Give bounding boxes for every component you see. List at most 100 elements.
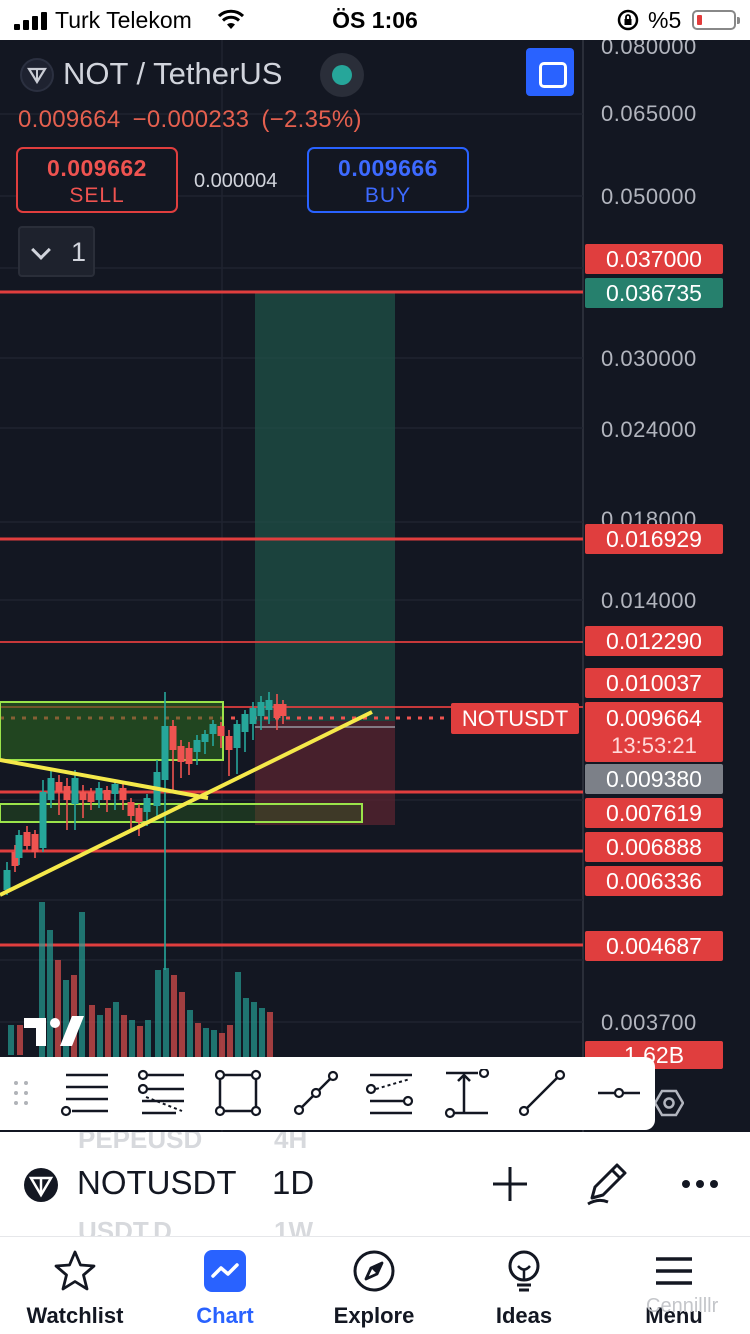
spread-value: 0.000004	[194, 170, 278, 192]
price-tag-level[interactable]: 0.012290	[585, 626, 723, 656]
fullscreen-button[interactable]	[526, 48, 574, 96]
candle-body	[177, 746, 185, 762]
buy-label: BUY	[364, 184, 412, 207]
price-tag-level[interactable]: 0.007619	[585, 798, 723, 828]
candle-body	[233, 724, 241, 748]
price-candles	[3, 692, 287, 970]
tradingview-logo-icon	[24, 1016, 84, 1046]
price-tag-level[interactable]: 0.004687	[585, 931, 723, 961]
price-tag-target[interactable]: 0.036735	[585, 278, 723, 308]
current-price-tag: 0.009664 13:53:21	[585, 702, 723, 762]
sell-label: SELL	[69, 184, 125, 207]
adjacent-symbol: PEPEUSD	[78, 1132, 203, 1154]
candle-body	[249, 708, 257, 724]
candle-body	[161, 726, 169, 780]
market-status-icon[interactable]	[320, 53, 364, 97]
adjacent-interval: 1W	[274, 1216, 313, 1236]
candle-body	[39, 792, 47, 848]
candle-body	[23, 832, 31, 846]
candle-body	[55, 782, 63, 792]
carrier-name: Turk Telekom	[55, 7, 192, 33]
descending-trendline	[0, 758, 209, 800]
candle-body	[273, 704, 281, 718]
horizontal-lines-tool-icon[interactable]	[60, 1069, 112, 1119]
scale-label: 0.065000	[601, 101, 697, 126]
quote-line: 0.009664 −0.000233 (−2.35%)	[18, 106, 374, 134]
tab-ideas[interactable]: Ideas	[449, 1237, 599, 1334]
chart-interval[interactable]: 1D	[272, 1164, 315, 1201]
candle-body	[209, 724, 217, 734]
star-icon	[54, 1250, 96, 1291]
parallel-channel-tool-icon[interactable]	[364, 1069, 416, 1119]
candle-body	[135, 808, 143, 822]
price-range-tool-icon[interactable]	[442, 1069, 494, 1119]
lightbulb-icon	[508, 1250, 540, 1292]
price-tag-stop[interactable]: 0.009380	[585, 764, 723, 794]
price-change-percent: (−2.35%)	[261, 106, 362, 133]
battery-icon	[692, 10, 740, 30]
candle-body	[217, 726, 225, 736]
battery-percent: %5	[648, 7, 682, 33]
tab-label: Ideas	[495, 1303, 553, 1328]
clock: ÖS 1:06	[332, 7, 418, 33]
path-tool-icon[interactable]	[290, 1069, 342, 1119]
scale-label: 0.030000	[601, 346, 697, 371]
price-tag-level[interactable]: 0.006336	[585, 866, 723, 896]
symbol-title[interactable]: NOT / TetherUS	[63, 56, 283, 91]
candle-body	[47, 778, 55, 800]
rotation-lock-icon	[617, 9, 639, 31]
pen-icon[interactable]	[584, 1160, 630, 1206]
candle-body	[11, 852, 19, 866]
trend-line-tool-icon[interactable]	[516, 1069, 568, 1119]
plus-icon[interactable]	[490, 1164, 530, 1204]
candle-body	[169, 726, 177, 750]
chevron-down-icon	[31, 240, 51, 260]
price-tag-level[interactable]: 0.016929	[585, 524, 723, 554]
tab-label: Menu	[645, 1303, 703, 1328]
bar-countdown: 13:53:21	[611, 733, 697, 758]
candle-body	[185, 748, 193, 764]
collapse-indicators-button[interactable]: 1	[18, 226, 95, 277]
watermark: Cennilllr	[646, 1295, 719, 1317]
horizontal-ray-tool-icon[interactable]	[594, 1069, 646, 1119]
price-tag-level[interactable]: 0.006888	[585, 832, 723, 862]
tab-label: Chart	[196, 1303, 254, 1328]
ascending-trendline	[0, 710, 373, 897]
fib-retracement-tool-icon[interactable]	[136, 1069, 188, 1119]
tab-explore[interactable]: Explore	[299, 1237, 449, 1334]
price-tag-level[interactable]: 0.037000	[585, 244, 723, 274]
price-tag-level[interactable]: 0.010037	[585, 668, 723, 698]
adjacent-symbol: USDT.D	[78, 1216, 172, 1236]
long-position-stop-zone	[255, 721, 395, 825]
tab-label: Watchlist	[26, 1303, 124, 1328]
tab-watchlist[interactable]: Watchlist	[0, 1237, 150, 1334]
candle-body	[15, 835, 23, 858]
scale-label: 0.014000	[601, 588, 697, 613]
price-change: −0.000233	[132, 106, 250, 133]
status-bar: Turk Telekom ÖS 1:06 %5	[0, 0, 750, 40]
buy-button[interactable]: 0.009666 BUY	[307, 147, 469, 213]
scale-label: 0.080000	[601, 40, 697, 59]
indicator-count: 1	[71, 237, 87, 267]
candle-body	[111, 784, 119, 794]
tab-menu[interactable]: Menu	[599, 1237, 749, 1334]
scale-label: 0.003700	[601, 1010, 697, 1035]
sell-price: 0.009662	[47, 155, 147, 181]
candle-body	[143, 798, 151, 812]
candle-body	[201, 734, 209, 742]
candle-body	[279, 704, 287, 716]
scale-label: 0.050000	[601, 184, 697, 209]
chart-area[interactable]: 0.080000 0.065000 0.050000 0.030000 0.02…	[0, 40, 750, 1132]
settings-icon[interactable]	[654, 1088, 684, 1118]
menu-icon	[656, 1257, 692, 1285]
candle-body	[31, 834, 39, 852]
compass-icon	[353, 1250, 395, 1292]
last-price: 0.009664	[18, 106, 121, 133]
rectangle-tool-icon[interactable]	[212, 1069, 264, 1119]
drag-handle-icon[interactable]	[14, 1081, 34, 1107]
more-icon[interactable]	[682, 1180, 722, 1190]
sell-button[interactable]: 0.009662 SELL	[16, 147, 178, 213]
symbol-logo-icon	[24, 1168, 58, 1202]
tab-chart[interactable]: Chart	[150, 1237, 300, 1334]
symbol-name[interactable]: NOTUSDT	[77, 1164, 237, 1201]
